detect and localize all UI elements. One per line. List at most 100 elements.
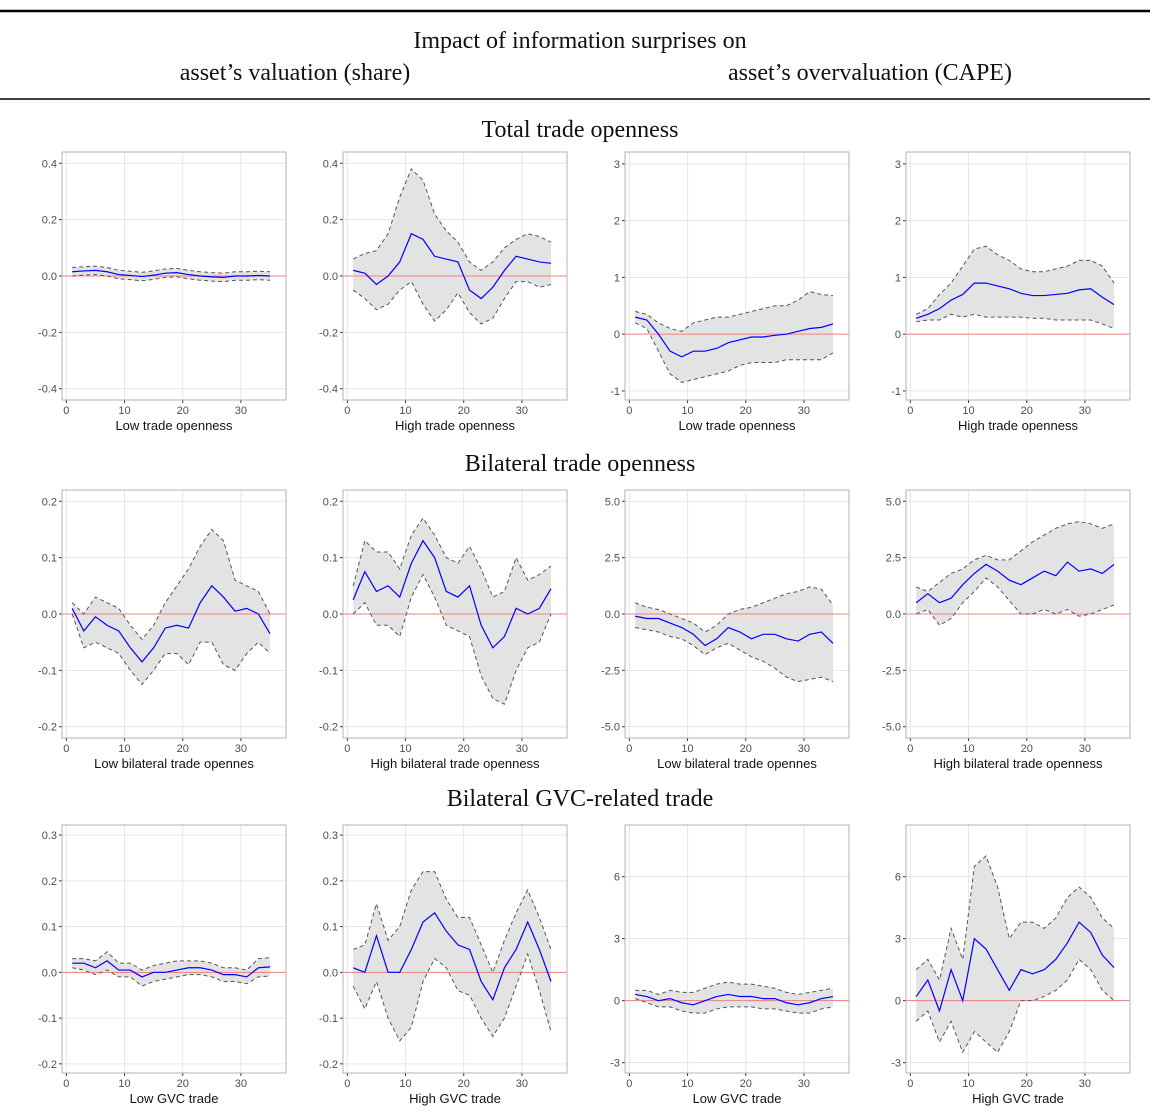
confidence-band bbox=[635, 291, 833, 383]
y-tick-label: 0.3 bbox=[323, 830, 338, 842]
confidence-band bbox=[635, 586, 833, 682]
x-tick-label: 30 bbox=[1079, 1078, 1091, 1090]
lower-bound bbox=[352, 952, 552, 1042]
x-tick-label: 20 bbox=[458, 743, 470, 755]
impulse-response bbox=[71, 584, 271, 663]
lower-bound bbox=[352, 280, 552, 325]
impulse-response bbox=[72, 960, 271, 978]
x-tick-label: 0 bbox=[626, 405, 632, 417]
y-tick-label: 0.4 bbox=[323, 158, 338, 170]
x-tick-label: 20 bbox=[458, 405, 470, 417]
x-tick-label: 10 bbox=[962, 1078, 974, 1090]
panel-border bbox=[342, 489, 568, 739]
x-tick-label: 10 bbox=[681, 405, 693, 417]
y-tick-label: -0.1 bbox=[38, 1013, 57, 1025]
y-tick-label: 0.2 bbox=[42, 496, 57, 508]
x-tick-label: 30 bbox=[516, 1078, 528, 1090]
x-tick-label: 10 bbox=[681, 743, 693, 755]
header-right: asset’s overvaluation (CAPE) bbox=[728, 60, 1012, 86]
y-tick-label: 1 bbox=[614, 272, 620, 284]
x-tick-label: 0 bbox=[63, 743, 69, 755]
y-tick-label: 0.3 bbox=[42, 830, 57, 842]
upper-bound bbox=[635, 291, 834, 332]
x-tick-label: 20 bbox=[177, 743, 189, 755]
y-tick-label: 0.0 bbox=[605, 609, 620, 621]
y-tick-label: -0.4 bbox=[319, 384, 338, 396]
upper-bound bbox=[352, 168, 552, 271]
panel-border bbox=[624, 824, 850, 1074]
y-tick-label: -0.1 bbox=[38, 665, 57, 677]
x-tick-label: 0 bbox=[344, 743, 350, 755]
panel-background bbox=[62, 825, 286, 1073]
confidence-band bbox=[72, 951, 270, 987]
impulse-response bbox=[915, 921, 1115, 1013]
y-tick-label: 0.2 bbox=[323, 496, 338, 508]
confidence-band bbox=[72, 529, 270, 685]
lower-bound bbox=[916, 313, 1115, 329]
panel-background bbox=[625, 825, 849, 1073]
x-tick-label: 10 bbox=[962, 405, 974, 417]
x-tick-label: 30 bbox=[798, 405, 810, 417]
x-tick-label: 30 bbox=[1079, 743, 1091, 755]
y-tick-label: 0.0 bbox=[42, 609, 57, 621]
lower-bound bbox=[71, 613, 271, 686]
x-axis-label: Low trade openness bbox=[678, 418, 796, 433]
x-tick-label: 10 bbox=[681, 1078, 693, 1090]
y-tick-label: 2.5 bbox=[605, 553, 620, 565]
y-tick-label: 0.1 bbox=[323, 922, 338, 934]
panel-border bbox=[342, 824, 568, 1074]
y-tick-label: -0.1 bbox=[319, 1013, 338, 1025]
y-tick-label: -0.2 bbox=[319, 1059, 338, 1071]
y-tick-label: 2.5 bbox=[886, 553, 901, 565]
y-tick-label: 5.0 bbox=[886, 496, 901, 508]
y-tick-label: 0.2 bbox=[323, 215, 338, 227]
x-tick-label: 20 bbox=[740, 405, 752, 417]
lower-bound bbox=[915, 958, 1115, 1054]
x-axis-label: High bilateral trade openness bbox=[370, 756, 540, 771]
y-tick-label: 0 bbox=[895, 329, 901, 341]
y-tick-label: -2.5 bbox=[882, 665, 901, 677]
panel-border bbox=[624, 489, 850, 739]
lower-bound bbox=[72, 274, 271, 283]
y-tick-label: -0.2 bbox=[38, 1059, 57, 1071]
impulse-response bbox=[915, 561, 1115, 604]
x-axis-label: High bilateral trade openness bbox=[933, 756, 1103, 771]
y-tick-label: 0.0 bbox=[323, 967, 338, 979]
x-tick-label: 0 bbox=[907, 405, 913, 417]
x-tick-label: 20 bbox=[458, 1078, 470, 1090]
panel-border bbox=[905, 151, 1131, 401]
x-axis-label: Low bilateral trade opennes bbox=[94, 756, 254, 771]
x-tick-label: 0 bbox=[63, 405, 69, 417]
header-title: Impact of information surprises on bbox=[413, 28, 746, 54]
impulse-response bbox=[72, 269, 271, 279]
y-tick-label: 0.1 bbox=[42, 553, 57, 565]
y-tick-label: -0.2 bbox=[319, 327, 338, 339]
x-tick-label: 20 bbox=[1021, 405, 1033, 417]
y-tick-label: 0.2 bbox=[323, 876, 338, 888]
x-tick-label: 10 bbox=[399, 1078, 411, 1090]
upper-bound bbox=[72, 265, 271, 274]
x-tick-label: 30 bbox=[798, 1078, 810, 1090]
impulse-response bbox=[635, 316, 834, 358]
y-tick-label: 0.2 bbox=[42, 876, 57, 888]
upper-bound bbox=[71, 528, 271, 641]
y-tick-label: -0.4 bbox=[38, 384, 57, 396]
section-title: Total trade openness bbox=[482, 117, 679, 143]
x-tick-label: 10 bbox=[118, 743, 130, 755]
y-tick-label: 6 bbox=[614, 872, 620, 884]
confidence-band bbox=[916, 856, 1114, 1053]
x-tick-label: 10 bbox=[118, 405, 130, 417]
x-tick-label: 20 bbox=[740, 743, 752, 755]
x-tick-label: 10 bbox=[399, 743, 411, 755]
y-tick-label: 0.2 bbox=[42, 215, 57, 227]
impulse-response bbox=[635, 615, 834, 647]
x-tick-label: 30 bbox=[516, 405, 528, 417]
x-tick-label: 0 bbox=[907, 1078, 913, 1090]
panel-border bbox=[61, 151, 287, 401]
x-tick-label: 30 bbox=[235, 743, 247, 755]
y-tick-label: 2 bbox=[614, 216, 620, 228]
confidence-band bbox=[635, 982, 833, 1014]
confidence-band bbox=[916, 521, 1114, 626]
x-tick-label: 10 bbox=[962, 743, 974, 755]
